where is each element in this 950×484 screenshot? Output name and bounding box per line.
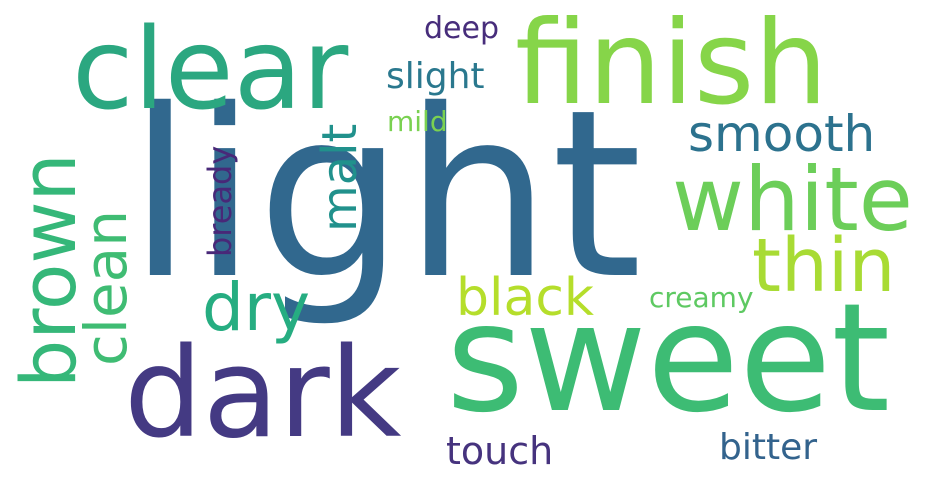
word-dry: dry bbox=[202, 269, 310, 346]
word-black: black bbox=[456, 268, 594, 328]
word-touch: touch bbox=[446, 429, 553, 473]
word-dark: dark bbox=[124, 322, 402, 466]
word-clear: clear bbox=[72, 5, 349, 135]
word-white: white bbox=[672, 148, 913, 251]
word-thin: thin bbox=[752, 223, 895, 309]
word-bready: bready bbox=[201, 146, 239, 257]
word-brown: brown bbox=[4, 153, 93, 388]
word-clean: clean bbox=[72, 210, 140, 366]
word-mild: mild bbox=[387, 105, 448, 138]
word-creamy: creamy bbox=[649, 281, 754, 314]
word-slight: slight bbox=[386, 56, 485, 97]
word-smooth: smooth bbox=[688, 105, 875, 163]
word-finish: finish bbox=[515, 0, 828, 131]
word-light: light bbox=[128, 60, 642, 330]
word-bitter: bitter bbox=[719, 427, 817, 468]
word-sweet: sweet bbox=[446, 272, 890, 446]
word-deep: deep bbox=[424, 11, 499, 46]
word-malt: malt bbox=[312, 124, 368, 232]
